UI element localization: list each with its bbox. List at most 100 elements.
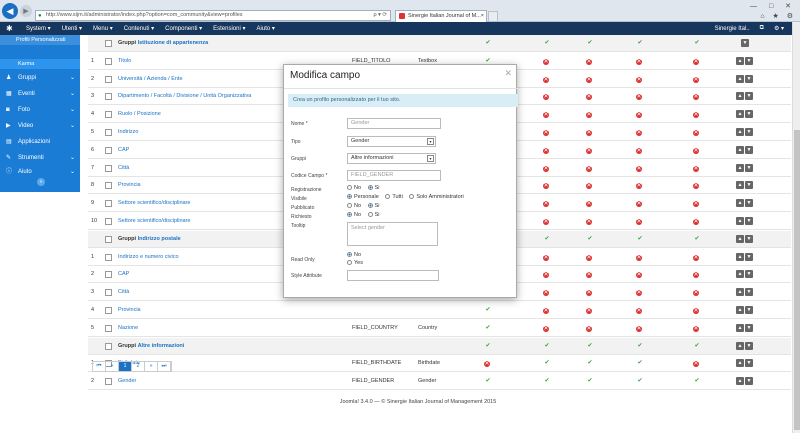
sidebar-item-applicazioni[interactable]: ▤ Applicazioni [0,134,80,150]
pubblicato-si[interactable]: Si [367,203,379,209]
cross-icon[interactable]: ✕ [693,76,699,83]
pagination-next-icon[interactable]: » [145,362,158,371]
field-name-link[interactable]: Indirizzo [118,129,139,135]
check-icon[interactable]: ✔ [637,360,643,367]
move-down-icon[interactable]: ▼ [745,217,753,225]
menu-aiuto[interactable]: Aiuto ▾ [256,26,275,32]
sidebar-item-aiuto[interactable]: ⓘ Aiuto ⌄ [0,166,80,178]
browser-toolbar-icons[interactable]: ⌂ ★ ⚙ [760,13,796,20]
pubblicato-no[interactable]: No [347,203,361,209]
check-icon[interactable]: ✔ [694,342,700,349]
sidebar-item-eventi[interactable]: ▦ Eventi ⌄ [0,86,80,102]
cross-icon[interactable]: ✕ [693,112,699,119]
cross-icon[interactable]: ✕ [636,112,642,119]
pagination-page-1[interactable]: 1 [119,362,132,371]
cross-icon[interactable]: ✕ [636,219,642,225]
cross-icon[interactable]: ✕ [543,272,549,279]
row-checkbox[interactable] [105,324,112,332]
sidebar-item-foto[interactable]: ◙ Foto ⌄ [0,102,80,118]
cross-icon[interactable]: ✕ [543,308,549,314]
cross-icon[interactable]: ✕ [636,94,642,101]
move-up-icon[interactable]: ▲ [736,377,744,386]
row-checkbox[interactable] [105,378,112,386]
registrazione-si[interactable]: Si [367,185,379,191]
pagination-page-2[interactable]: 2 [132,362,145,371]
check-icon[interactable]: ✔ [694,40,700,46]
check-icon[interactable]: ✔ [544,235,550,242]
check-icon[interactable]: ✔ [485,324,491,331]
menu-componenti[interactable]: Componenti ▾ [165,26,203,32]
cross-icon[interactable]: ✕ [636,325,642,332]
check-icon[interactable]: ✔ [485,378,491,385]
field-name-link[interactable]: CAP [118,146,130,153]
move-down-icon[interactable]: ▼ [745,323,753,332]
cross-icon[interactable]: ✕ [586,201,592,208]
row-checkbox[interactable] [105,342,112,350]
check-icon[interactable]: ✔ [544,40,550,46]
cross-icon[interactable]: ✕ [586,147,592,154]
row-checkbox[interactable] [105,271,112,279]
cross-icon[interactable]: ✕ [693,58,699,65]
site-name-link[interactable]: Sinergie Ital.. [714,25,750,32]
pagination-prev-icon[interactable]: « [106,362,119,371]
address-bar[interactable]: ● http://www.sijm.it/administrator/index… [35,10,391,21]
move-down-icon[interactable]: ▼ [745,306,753,314]
field-name-link[interactable]: Settore scientifico/disciplinare [118,218,191,224]
cross-icon[interactable]: ✕ [636,76,642,83]
close-icon[interactable]: ✕ [504,68,512,78]
cross-icon[interactable]: ✕ [586,183,592,190]
check-icon[interactable]: ✔ [544,378,550,385]
move-down-icon[interactable]: ▼ [745,145,753,154]
row-checkbox[interactable] [105,218,112,225]
cross-icon[interactable]: ✕ [543,58,549,65]
move-down-icon[interactable]: ▼ [745,252,753,261]
cross-icon[interactable]: ✕ [484,361,490,368]
cross-icon[interactable]: ✕ [693,254,699,261]
check-icon[interactable]: ✔ [637,342,643,349]
cross-icon[interactable]: ✕ [586,325,592,332]
visibile-admin[interactable]: Solo Amministratori [409,194,464,200]
field-name-link[interactable]: Gender [118,378,137,385]
check-icon[interactable]: ✔ [485,57,491,64]
row-checkbox[interactable] [105,182,112,190]
cross-icon[interactable]: ✕ [693,165,699,172]
cross-icon[interactable]: ✕ [636,130,642,136]
cross-icon[interactable]: ✕ [586,290,592,297]
move-up-icon[interactable]: ▲ [736,181,744,190]
cross-icon[interactable]: ✕ [636,147,642,154]
browser-tab[interactable]: Sinergie Italian Journal of M... × [395,10,487,22]
cross-icon[interactable]: ✕ [586,219,592,225]
cross-icon[interactable]: ✕ [543,165,549,172]
move-down-icon[interactable]: ▼ [745,110,753,119]
check-icon[interactable]: ✔ [587,378,593,385]
move-down-icon[interactable]: ▼ [745,199,753,208]
forward-button[interactable]: ▶ [20,5,32,17]
field-name-link[interactable]: CAP [118,271,130,278]
row-checkbox[interactable] [105,93,112,101]
cross-icon[interactable]: ✕ [586,58,592,65]
check-icon[interactable]: ✔ [637,378,643,385]
menu-estensioni[interactable]: Estensioni ▾ [213,26,246,32]
cross-icon[interactable]: ✕ [693,130,699,136]
row-checkbox[interactable] [105,289,112,297]
check-icon[interactable]: ✔ [485,40,491,46]
cross-icon[interactable]: ✕ [586,165,592,172]
check-icon[interactable]: ✔ [694,378,700,385]
move-up-icon[interactable]: ▲ [736,288,744,297]
check-icon[interactable]: ✔ [637,235,643,242]
cross-icon[interactable]: ✕ [543,219,549,225]
cross-icon[interactable]: ✕ [586,76,592,83]
field-name-link[interactable]: Città [118,164,130,171]
sidebar-sub-profiles[interactable]: Profili Personalizzati [0,35,80,45]
sidebar-sub-karma[interactable]: Karma [0,59,80,69]
page-scrollbar[interactable] [792,22,800,433]
move-up-icon[interactable]: ▲ [736,252,744,261]
move-up-icon[interactable]: ▲ [736,145,744,154]
move-down-icon[interactable]: ▼ [745,163,753,172]
check-icon[interactable]: ✔ [485,342,491,349]
check-icon[interactable]: ✔ [485,307,491,313]
move-up-icon[interactable]: ▲ [736,217,744,225]
move-down-icon[interactable]: ▼ [745,234,753,243]
check-icon[interactable]: ✔ [587,342,593,349]
cross-icon[interactable]: ✕ [543,325,549,332]
